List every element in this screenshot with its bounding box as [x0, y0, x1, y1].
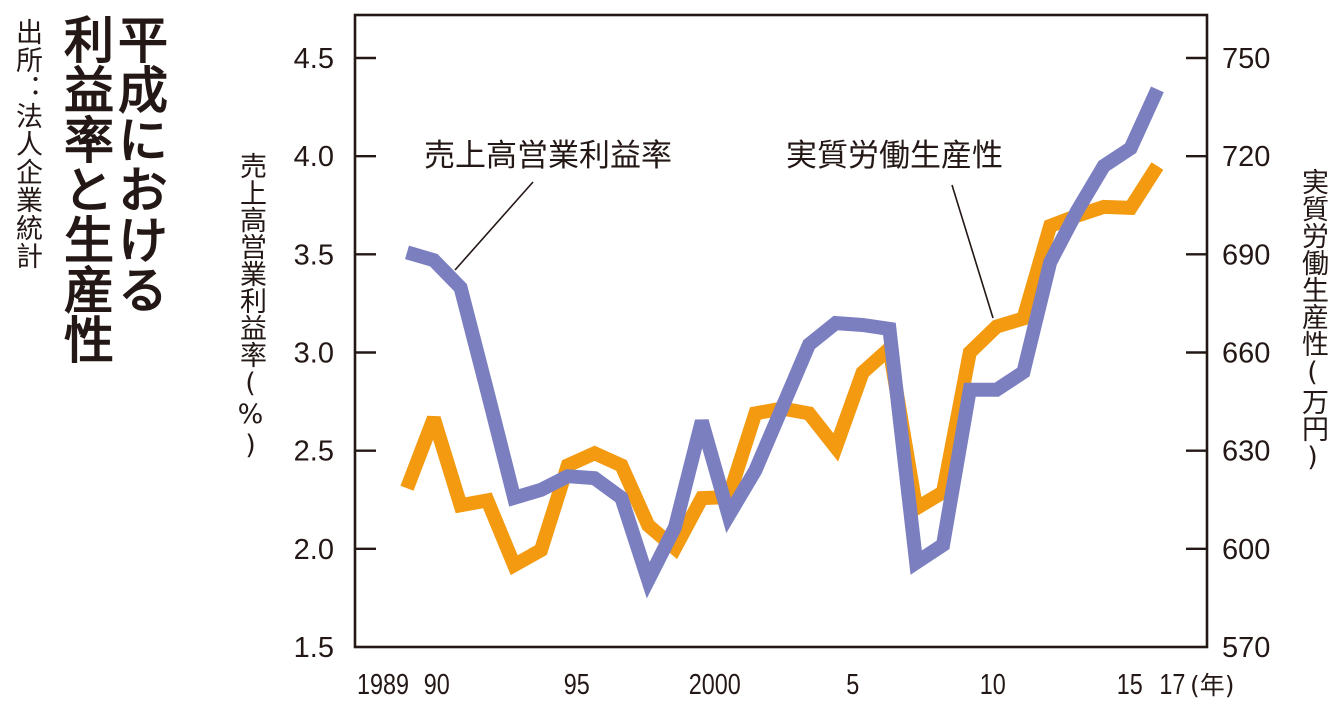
- y-right-tick-label: 690: [1222, 239, 1270, 271]
- x-tick-label: 15: [1117, 669, 1143, 701]
- y-left-tick-label: 4.5: [294, 43, 334, 75]
- x-axis-unit-label: (年): [1190, 671, 1235, 700]
- annotation-label-productivity: 実質労働生産性: [786, 138, 1003, 174]
- y-axis-left-label: 売上高営業利益率(%): [235, 152, 266, 461]
- y-left-tick-label: 3.0: [294, 338, 334, 370]
- y-right-tick-label: 720: [1222, 141, 1270, 173]
- series-line-operating-profit-margin: [405, 86, 1164, 599]
- x-tick-label: 10: [980, 669, 1006, 701]
- x-tick-label: 5: [846, 669, 859, 701]
- x-tick-label: 17: [1159, 669, 1185, 701]
- y-left-tick-label: 4.0: [294, 141, 334, 173]
- y-left-tick-label: 2.5: [294, 436, 334, 468]
- x-tick-label: 1989: [357, 669, 409, 701]
- plot-frame: [353, 13, 1209, 649]
- annotation-leader-profit: [454, 181, 534, 271]
- series-line-real-labor-productivity: [400, 162, 1164, 576]
- y-left-tick-label: 1.5: [294, 632, 334, 664]
- chart-title-line-1: 平成における: [110, 14, 168, 314]
- ticks-layer: 1.5 570 2.0 600 2.5 630 3.0 660 3.5 690 4.0 720 4.5 7…: [294, 43, 1271, 701]
- annotation-leader-productivity: [951, 184, 994, 319]
- y-right-tick-label: 600: [1222, 534, 1270, 566]
- y-left-tick-label: 3.5: [294, 239, 334, 271]
- y-axis-right-label: 実質労働生産性(万円): [1297, 168, 1328, 473]
- x-tick-label: 2000: [689, 669, 741, 701]
- x-tick-label: 90: [424, 669, 450, 701]
- y-right-tick-label: 660: [1222, 338, 1270, 370]
- annotation-label-profit: 売上高営業利益率: [424, 138, 672, 174]
- y-left-tick-label: 2.0: [294, 534, 334, 566]
- series-layer: [400, 86, 1164, 599]
- y-right-tick-label: 570: [1222, 632, 1270, 664]
- y-right-tick-label: 750: [1222, 43, 1270, 75]
- source-note: 出所：法人企業統計: [11, 18, 42, 270]
- y-right-tick-label: 630: [1222, 436, 1270, 468]
- chart-title-line-2: 利益率と生産性: [56, 14, 114, 364]
- x-tick-label: 95: [564, 669, 590, 701]
